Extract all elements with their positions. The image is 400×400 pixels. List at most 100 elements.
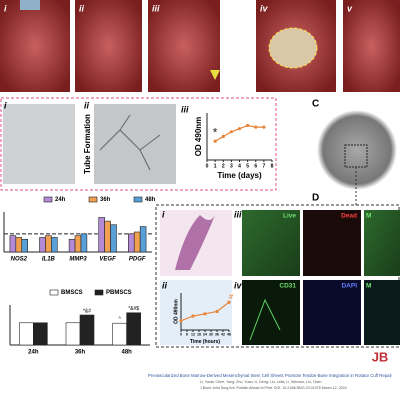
bar-annotation: ^ (118, 317, 121, 323)
data-point (203, 312, 207, 316)
y-axis-label: OD 490nm (173, 299, 179, 324)
bar (74, 235, 82, 253)
panel-label: iv (234, 280, 243, 290)
data-point (213, 139, 217, 143)
x-tick-label: 1 (214, 163, 217, 169)
data-point (262, 125, 266, 129)
data-point (227, 300, 231, 304)
x-tick-label: 0 (180, 332, 182, 336)
category-label: 24h (28, 350, 39, 356)
annotation: * (213, 125, 218, 139)
stain-label: Dead (341, 213, 357, 220)
data-point (229, 130, 233, 134)
x-tick-label: 42 (221, 332, 225, 336)
bar (126, 312, 141, 346)
bar (133, 231, 141, 253)
legend-swatch (133, 196, 143, 203)
panel-label: i (4, 100, 7, 110)
x-tick-label: 6 (254, 163, 257, 169)
category-label: PDGF (129, 257, 146, 263)
x-axis-label: Time (days) (217, 171, 262, 180)
x-tick-label: 7 (262, 163, 265, 169)
x-tick-label: 48 (227, 332, 231, 336)
surgery-photos (0, 0, 400, 92)
panel-b-border (0, 97, 277, 191)
x-tick-label: 5 (246, 163, 249, 169)
od-panel-bg (160, 280, 232, 345)
panel-label: ii (79, 3, 85, 13)
bar (21, 238, 28, 253)
x-tick-label: 4 (238, 163, 241, 169)
category-label: 36h (75, 350, 86, 356)
bar (98, 217, 105, 253)
category-label: NOS2 (11, 257, 28, 263)
scaffold-image (317, 110, 397, 190)
bar (110, 224, 117, 253)
bar (79, 314, 95, 346)
data-point (215, 309, 219, 314)
panel-d-label: D (312, 193, 319, 204)
panel-label: ii (162, 280, 168, 290)
data-point (221, 134, 225, 139)
stain-label: CD31 (279, 283, 296, 290)
x-axis-label: Time (hours) (190, 339, 221, 345)
panel-label: i (4, 3, 7, 13)
bar (19, 322, 34, 346)
bar (65, 322, 81, 346)
stain-label: Live (283, 213, 296, 220)
bar (39, 237, 46, 253)
bar (68, 238, 76, 253)
data-point (179, 319, 183, 323)
x-tick-label: 30 (209, 332, 213, 336)
legend-label: 48h (145, 197, 156, 203)
x-tick-label: 6 (186, 332, 188, 336)
bar (80, 233, 88, 253)
panel-c-label: C (312, 99, 319, 110)
data-point (246, 123, 250, 128)
citation-journal: J Bone Joint Surg Am. Publish Ahead of P… (200, 386, 347, 390)
tube-micrograph (94, 104, 176, 184)
bar-annotation: *&#$ (128, 306, 139, 312)
bar (128, 233, 135, 253)
bar (139, 226, 147, 253)
panel-label: iii (181, 104, 189, 114)
category-label: MMP3 (69, 257, 87, 263)
x-tick-label: 12 (191, 332, 195, 336)
annotation: # (229, 292, 234, 301)
x-tick-label: 8 (271, 163, 274, 169)
citation-authors: Li, Yuxia; Chen, Yang; Zhu, Yuan; Li, De… (200, 380, 322, 384)
journal-logo: JB (372, 349, 389, 364)
legend-label: BMSCS (61, 290, 83, 296)
panel-label: v (347, 3, 353, 13)
legend-swatch (43, 196, 53, 203)
legend-swatch (94, 289, 104, 296)
stain-label: DAPI (341, 283, 357, 290)
panel-label: iii (152, 3, 160, 13)
y-axis-label: OD 490nm (194, 117, 203, 157)
tube-label: Tube Formation (83, 114, 92, 174)
x-tick-label: 36 (215, 332, 219, 336)
category-label: VEGF (99, 257, 116, 263)
stain-label: M (366, 213, 371, 220)
bar (51, 237, 58, 253)
cell-micrograph (3, 104, 75, 184)
bar (15, 237, 23, 253)
stain-panels (242, 210, 400, 345)
bar (112, 322, 127, 346)
category-label: IL1B (42, 257, 56, 263)
panel-label: iii (234, 209, 242, 219)
data-point (254, 125, 258, 129)
panel-label: ii (84, 100, 90, 110)
bar (33, 322, 48, 346)
citation-title: Prevascularized Bone Marrow-Derived Mese… (148, 373, 392, 378)
bar (104, 220, 111, 253)
data-point (237, 127, 242, 131)
bar (45, 235, 52, 253)
panel-d-border (155, 204, 400, 348)
panel-label: i (162, 209, 165, 219)
x-tick-label: 0 (206, 163, 209, 169)
legend-swatch (88, 196, 98, 203)
x-tick-label: 3 (230, 163, 233, 169)
legend-label: PBMSCS (106, 290, 132, 296)
